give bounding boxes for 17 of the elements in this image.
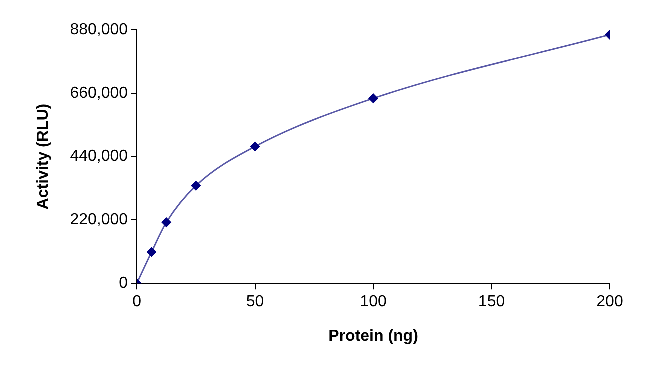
point xyxy=(191,181,201,191)
x-axis-title: Protein (ng) xyxy=(328,328,418,345)
x-tick-label: 200 xyxy=(596,294,624,311)
x-tick-label: 150 xyxy=(478,294,506,311)
y-tick-label: 880,000 xyxy=(70,21,128,38)
y-tick-label: 660,000 xyxy=(70,84,128,102)
point xyxy=(368,94,378,104)
x-tick-label: 100 xyxy=(360,294,387,311)
point xyxy=(250,142,260,152)
y-axis-title: Activity (RLU) xyxy=(35,104,52,210)
y-tick-label: 440,000 xyxy=(70,148,128,166)
y-tick-label: 0 xyxy=(119,275,128,292)
x-tick-label: 0 xyxy=(132,294,142,311)
point xyxy=(162,218,172,228)
y-tick-label: 220,000 xyxy=(70,212,128,229)
point xyxy=(147,247,157,257)
x-tick-label: 50 xyxy=(246,294,264,311)
